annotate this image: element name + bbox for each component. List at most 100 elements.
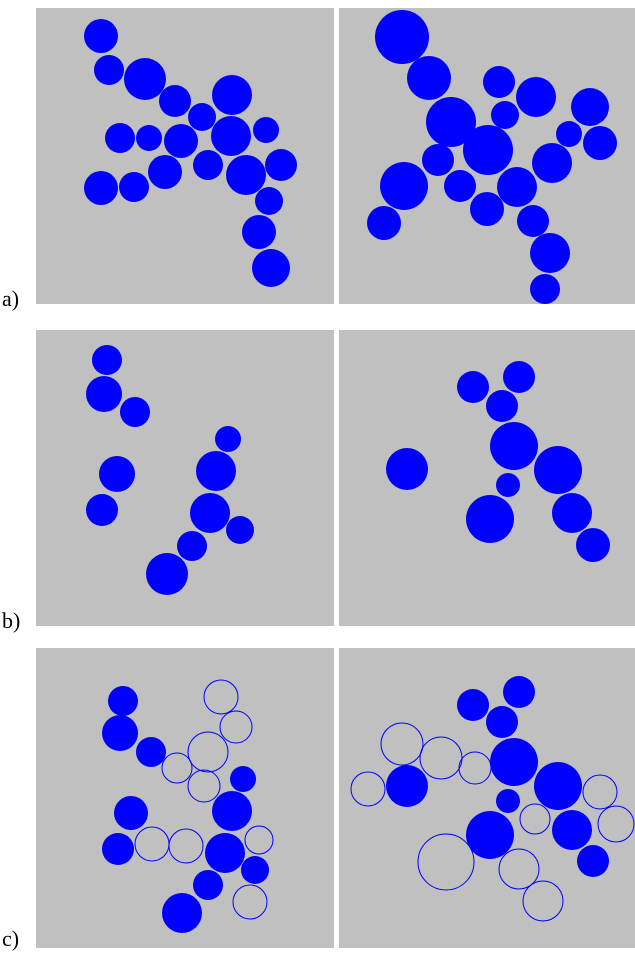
a-left-filled-disk-10 [193, 150, 223, 180]
a-right-filled-disk-12 [380, 162, 428, 210]
c-right-filled-disk-0 [457, 689, 489, 721]
c-left-outline-circle-5 [244, 825, 274, 855]
a-left-filled-disk-5 [212, 75, 252, 115]
b-left-filled-disk-3 [215, 426, 241, 452]
a-left-filled-disk-1 [94, 55, 124, 85]
a-right-filled-disk-2 [483, 66, 515, 98]
a-right-filled-disk-7 [556, 121, 582, 147]
b-right-filled-disk-9 [576, 528, 610, 562]
a-right-filled-disk-1 [407, 56, 451, 100]
a-left-filled-disk-2 [124, 58, 166, 100]
c-right-outline-circle-6 [597, 805, 635, 843]
b-right-filled-disk-4 [386, 448, 428, 490]
panel-b-right [339, 330, 635, 626]
c-left-filled-disk-10 [162, 893, 202, 933]
c-left-outline-circle-3 [161, 752, 193, 784]
row-label-c: c) [2, 926, 20, 951]
a-left-filled-disk-7 [105, 123, 135, 153]
c-left-outline-circle-8 [232, 884, 268, 920]
b-left-filled-disk-2 [120, 397, 150, 427]
a-left-filled-disk-9 [164, 124, 198, 158]
b-left-filled-disk-9 [177, 531, 207, 561]
c-right-outline-circle-3 [350, 771, 386, 807]
a-right-filled-disk-13 [444, 170, 476, 202]
c-right-outline-circle-0 [380, 722, 424, 766]
c-left-filled-disk-1 [102, 715, 138, 751]
c-left-outline-circle-0 [203, 679, 239, 715]
a-right-filled-disk-11 [532, 143, 572, 183]
panel-b-right-bg [339, 330, 635, 626]
c-right-filled-disk-5 [534, 762, 582, 810]
b-left-filled-disk-1 [86, 376, 122, 412]
c-left-filled-disk-4 [212, 791, 252, 831]
b-left-filled-disk-0 [92, 345, 122, 375]
c-right-filled-disk-3 [490, 738, 538, 786]
b-right-filled-disk-5 [534, 446, 582, 494]
c-left-filled-disk-0 [108, 686, 138, 716]
a-left-filled-disk-14 [84, 171, 118, 205]
a-right-filled-disk-5 [426, 97, 476, 147]
a-left-filled-disk-3 [159, 85, 191, 117]
c-right-outline-circle-5 [519, 803, 551, 835]
c-right-outline-circle-2 [458, 751, 492, 785]
a-left-filled-disk-17 [255, 187, 283, 215]
a-left-filled-disk-8 [136, 125, 162, 151]
a-left-filled-disk-15 [119, 172, 149, 202]
c-left-filled-disk-2 [136, 737, 166, 767]
b-right-filled-disk-8 [552, 493, 592, 533]
a-right-filled-disk-8 [583, 126, 617, 160]
c-right-filled-disk-6 [496, 789, 520, 813]
a-right-filled-disk-14 [497, 167, 537, 207]
a-left-filled-disk-13 [226, 155, 266, 195]
a-right-filled-disk-19 [530, 274, 560, 304]
b-right-filled-disk-1 [503, 361, 535, 393]
c-left-filled-disk-7 [205, 833, 245, 873]
a-right-filled-disk-15 [470, 192, 504, 226]
b-left-filled-disk-4 [196, 451, 236, 491]
c-right-outline-circle-7 [417, 833, 475, 891]
a-right-filled-disk-18 [530, 233, 570, 273]
a-left-filled-disk-11 [211, 116, 251, 156]
c-left-outline-circle-7 [168, 828, 204, 864]
row-label-b: b) [2, 608, 21, 633]
panel-a-left [36, 8, 334, 304]
a-right-filled-disk-4 [571, 88, 609, 126]
panel-c-left [36, 648, 334, 948]
panel-c-right-bg [339, 648, 635, 948]
a-left-filled-disk-4 [188, 103, 216, 131]
c-left-filled-disk-3 [230, 766, 256, 792]
a-right-filled-disk-17 [367, 206, 401, 240]
c-right-filled-disk-8 [552, 810, 592, 850]
a-left-filled-disk-12 [265, 149, 297, 181]
b-left-filled-disk-6 [86, 494, 118, 526]
c-right-filled-disk-7 [466, 811, 514, 859]
c-left-filled-disk-8 [241, 856, 269, 884]
a-right-filled-disk-16 [517, 205, 549, 237]
c-right-filled-disk-9 [577, 845, 609, 877]
b-left-filled-disk-5 [99, 456, 135, 492]
c-left-filled-disk-5 [114, 796, 148, 830]
a-left-filled-disk-19 [252, 249, 290, 287]
c-left-filled-disk-9 [193, 870, 223, 900]
a-left-filled-disk-0 [84, 19, 118, 53]
c-left-outline-circle-2 [187, 731, 229, 773]
b-left-filled-disk-7 [190, 493, 230, 533]
panel-c-right [339, 648, 635, 948]
a-right-filled-disk-3 [516, 77, 556, 117]
a-left-filled-disk-16 [148, 155, 182, 189]
c-right-outline-circle-8 [498, 848, 540, 890]
panel-a-right [339, 8, 635, 304]
row-label-a: a) [2, 286, 20, 311]
c-left-outline-circle-9 [118, 694, 128, 704]
b-right-filled-disk-6 [496, 473, 520, 497]
c-right-filled-disk-2 [486, 706, 518, 738]
a-right-filled-disk-6 [491, 101, 519, 129]
c-right-outline-circle-4 [582, 774, 618, 810]
a-left-outline-circle-0 [94, 29, 104, 39]
b-left-filled-disk-8 [226, 516, 254, 544]
c-right-filled-disk-4 [386, 765, 428, 807]
b-right-filled-disk-0 [457, 371, 489, 403]
b-right-filled-disk-7 [466, 495, 514, 543]
a-right-filled-disk-10 [463, 125, 513, 175]
a-left-filled-disk-18 [242, 215, 276, 249]
